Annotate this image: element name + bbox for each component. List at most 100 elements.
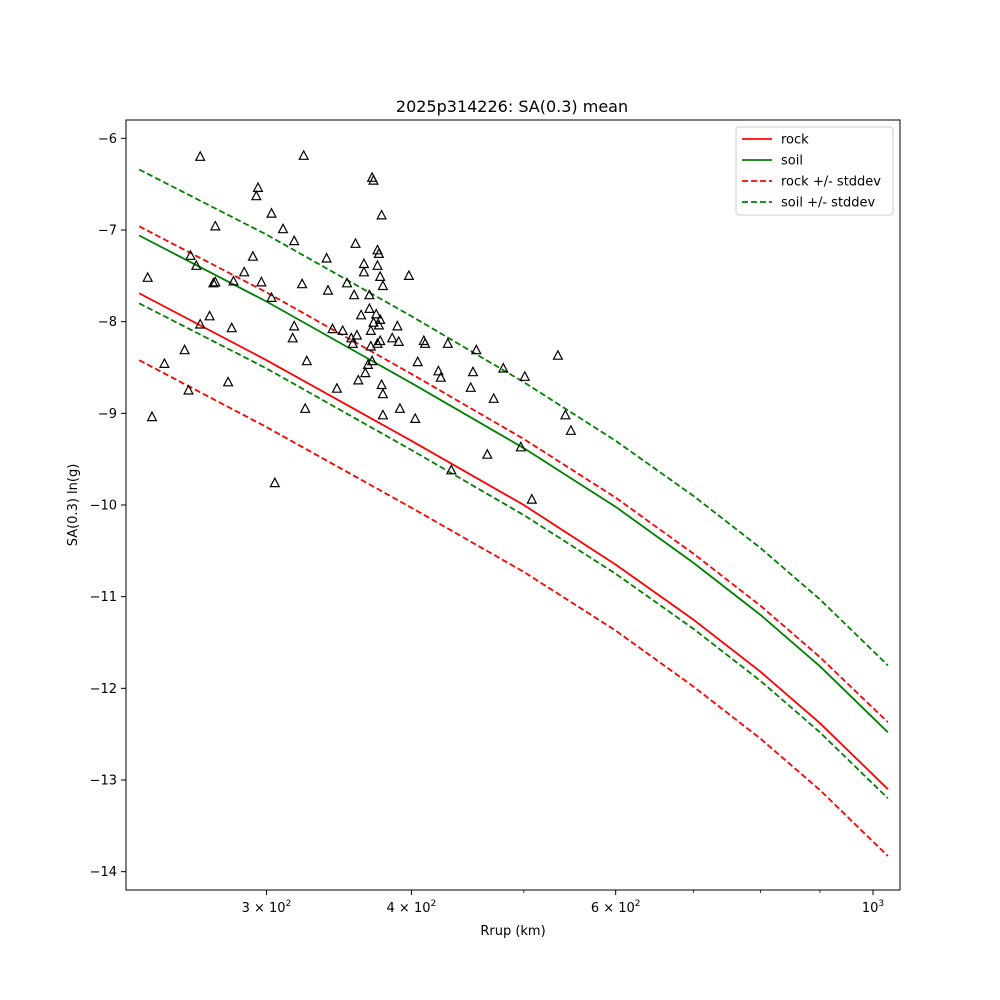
observation-marker — [470, 344, 482, 355]
series-line-soil-lower — [138, 302, 889, 799]
observation-marker — [277, 223, 289, 234]
y-tick-label: −10 — [90, 499, 117, 514]
observation-marker — [247, 250, 259, 261]
x-tick-label: 6 × 102 — [591, 899, 641, 916]
observation-marker — [204, 310, 215, 321]
observation-marker — [358, 266, 370, 277]
observation-marker — [526, 493, 538, 504]
observation-marker — [372, 259, 383, 270]
legend: rock soil rock +/- stddev soil +/- stddev — [735, 126, 894, 216]
y-tick-label: −8 — [98, 315, 117, 330]
observation-marker — [327, 322, 338, 334]
observation-marker — [194, 150, 206, 161]
y-tick-label: −14 — [90, 865, 117, 880]
observation-marker — [190, 259, 202, 270]
observation-marker — [359, 366, 371, 378]
observation-marker — [341, 277, 353, 288]
x-axis-label: Rrup (km) — [480, 924, 545, 939]
observation-marker — [159, 357, 170, 368]
observation-marker — [238, 266, 250, 277]
observation-marker — [252, 181, 264, 192]
observation-marker — [419, 337, 431, 348]
y-tick-label: −9 — [98, 407, 117, 422]
y-tick-label: −11 — [90, 590, 117, 605]
y-axis: −14 −13 −12 −11 −10 −9 −8 −7 −6 — [90, 132, 126, 880]
observation-marker — [392, 320, 403, 331]
observation-marker — [322, 284, 334, 295]
observation-marker — [209, 220, 221, 231]
chart-title: 2025p314226: SA(0.3) mean — [396, 97, 628, 116]
series-line-rock — [138, 292, 889, 790]
observation-marker — [488, 392, 500, 403]
observation-marker — [355, 309, 367, 320]
observation-marker — [146, 410, 158, 422]
observation-marker — [347, 337, 359, 348]
observation-marker — [372, 337, 383, 348]
observation-marker — [552, 349, 564, 360]
observation-marker — [331, 382, 343, 393]
observation-marker — [185, 249, 196, 260]
legend-label: soil +/- stddev — [781, 196, 876, 211]
observation-marker — [365, 340, 377, 351]
observation-marker — [250, 190, 262, 201]
observation-marker — [409, 412, 421, 423]
y-tick-label: −6 — [98, 132, 117, 147]
observation-marker — [299, 402, 311, 413]
observation-marker — [183, 384, 194, 395]
observation-marker — [515, 441, 527, 452]
observation-marker — [266, 291, 277, 302]
observation-marker — [393, 335, 405, 346]
observation-marker — [497, 362, 509, 373]
observation-marker — [377, 409, 389, 420]
observation-marker — [366, 355, 378, 366]
observation-marker — [377, 388, 389, 399]
observation-marker — [179, 344, 190, 355]
observation-marker — [352, 374, 364, 385]
series-line-soil-upper — [138, 168, 889, 667]
observation-marker — [296, 278, 308, 289]
observation-marker — [228, 275, 239, 286]
observation-marker — [565, 424, 577, 435]
observation-marker — [350, 237, 361, 248]
observation-marker — [435, 371, 447, 382]
observation-marker — [142, 271, 154, 282]
observation-marker — [364, 289, 375, 300]
observation-marker — [208, 277, 219, 288]
observation-marker — [481, 448, 493, 459]
observation-marker — [373, 319, 385, 330]
legend-label: rock +/- stddev — [781, 175, 881, 190]
observation-marker — [433, 365, 444, 376]
observation-marker — [374, 334, 386, 346]
observation-marker — [321, 252, 332, 263]
legend-label: soil — [781, 154, 803, 169]
observation-marker — [348, 289, 360, 300]
legend-label: rock — [781, 133, 809, 148]
observation-marker — [519, 370, 531, 381]
observation-marker — [370, 308, 382, 319]
y-tick-label: −13 — [90, 774, 117, 789]
series-line-soil — [138, 234, 889, 733]
observation-marker — [445, 464, 457, 475]
x-tick-label: 3 × 102 — [242, 899, 292, 916]
observation-marker — [364, 302, 375, 313]
observation-marker — [465, 381, 477, 392]
observation-marker — [560, 409, 571, 420]
observation-marker — [337, 324, 349, 335]
observation-marker — [374, 313, 386, 324]
observation-markers — [142, 149, 577, 504]
y-axis-label: SA(0.3) ln(g) — [66, 464, 81, 547]
series-line-rock-upper — [138, 225, 889, 723]
observation-marker — [209, 276, 221, 287]
observation-marker — [376, 209, 387, 220]
observation-marker — [377, 279, 389, 291]
observation-marker — [269, 476, 281, 488]
observation-marker — [467, 366, 479, 377]
y-tick-label: −7 — [98, 224, 117, 239]
observation-marker — [256, 276, 267, 287]
series-line-rock-lower — [138, 359, 889, 857]
observation-marker — [374, 270, 386, 281]
observation-marker — [288, 320, 300, 331]
observation-marker — [368, 174, 379, 185]
observation-marker — [442, 337, 454, 348]
